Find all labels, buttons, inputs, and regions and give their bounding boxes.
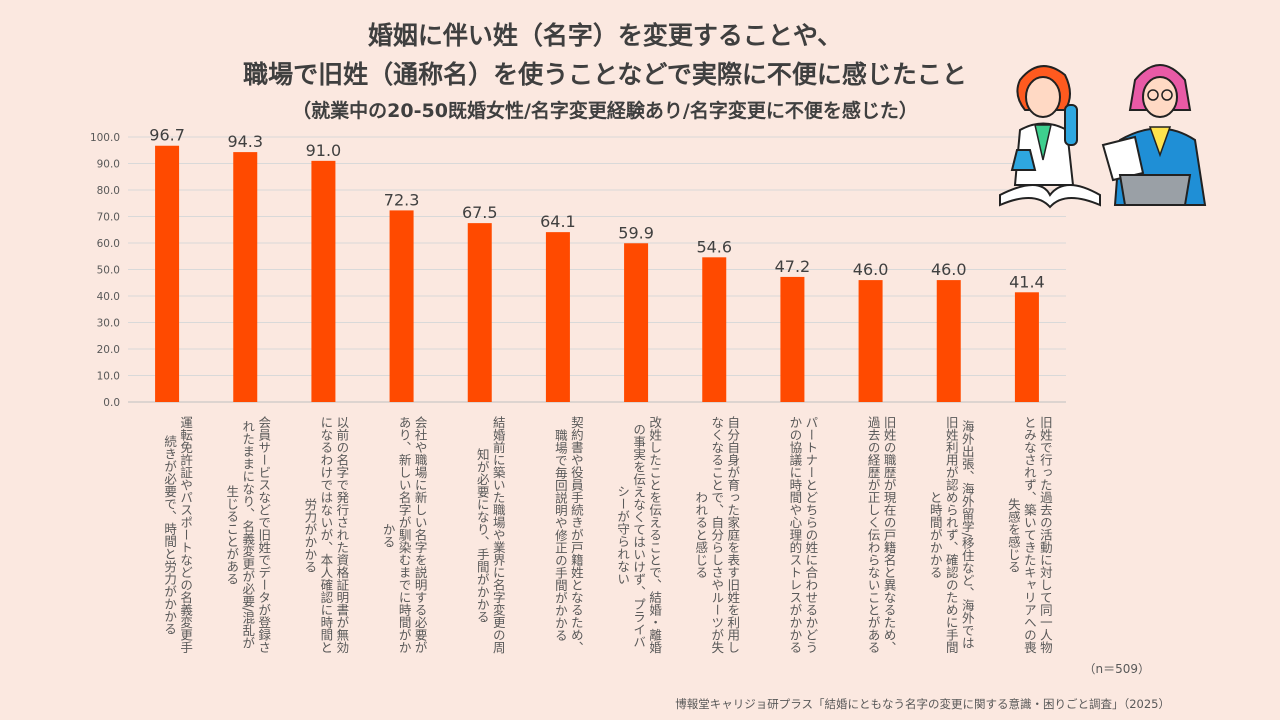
data-label: 54.6 — [696, 237, 732, 256]
data-label: 72.3 — [384, 190, 420, 209]
bar — [702, 257, 727, 402]
chart-title-line1: 婚姻に伴い姓（名字）を変更することや、 — [367, 21, 843, 50]
y-tick-label: 90.0 — [97, 159, 120, 171]
bar — [858, 280, 883, 402]
bar — [936, 280, 961, 402]
x-category-label: 旧姓で行った過去の活動に対して同一人物 とみなされず、築いてきたキャリアへの喪 … — [1005, 416, 1053, 654]
bar — [389, 210, 414, 402]
bar — [467, 223, 492, 402]
y-tick-label: 0.0 — [103, 397, 120, 409]
y-tick-label: 80.0 — [97, 185, 120, 197]
x-category-label: パートナーとどちらの姓に合わせるかどう かの協議に時間や心理的ストレスがかかる — [787, 416, 819, 654]
y-tick-label: 60.0 — [97, 238, 120, 250]
data-label: 96.7 — [149, 126, 185, 145]
women-illustration — [999, 64, 1207, 209]
data-label: 64.1 — [540, 212, 576, 231]
bar — [311, 160, 336, 402]
bar — [155, 145, 180, 402]
y-tick-label: 50.0 — [97, 265, 120, 277]
bar — [545, 232, 570, 402]
x-category-label: 自分自身が育った家庭を表す旧姓を利用し なくなることで、自分らしさやルーツが失 … — [693, 416, 741, 654]
data-label: 94.3 — [227, 132, 263, 151]
bar — [780, 276, 805, 402]
x-category-label: 運転免許証やパスポートなどの名義変更手 続きが必要で、時間と労力がかかる — [162, 416, 194, 654]
y-tick-label: 100.0 — [90, 132, 120, 144]
data-label: 91.0 — [306, 141, 342, 160]
data-label: 46.0 — [931, 260, 967, 279]
data-label: 67.5 — [462, 203, 498, 222]
y-tick-label: 20.0 — [97, 344, 120, 356]
source-note: 博報堂キャリジョ研プラス「結婚にともなう名字の変更に関する意識・困りごと調査」（… — [675, 697, 1170, 711]
y-tick-label: 30.0 — [97, 318, 120, 330]
data-label: 46.0 — [853, 260, 889, 279]
y-tick-label: 40.0 — [97, 291, 120, 303]
x-category-label: 旧姓の職歴が現在の戸籍名と異なるため、 過去の経歴が正しく伝わらないことがある — [865, 416, 897, 654]
sample-size: （n＝509） — [1083, 662, 1150, 676]
x-category-label: 会社や職場に新しい名字を説明する必要が あり、新しい名字が馴染むまでに時間がか … — [380, 416, 428, 654]
y-tick-label: 70.0 — [97, 212, 120, 224]
chart-title-line2: 職場で旧姓（通称名）を使うことなどで実際に不便に感じたこと — [243, 60, 967, 89]
data-label: 47.2 — [775, 257, 811, 276]
y-tick-label: 10.0 — [97, 371, 120, 383]
data-label: 41.4 — [1009, 272, 1045, 291]
office-worker-figure — [1101, 64, 1207, 206]
chart-subtitle: （就業中の20-50既婚女性/名字変更経験あり/名字変更に不便を感じた） — [292, 100, 918, 122]
bar — [233, 152, 258, 402]
x-category-label: 以前の名字で発行された資格証明書が無効 になるわけではないが、本人確認に時間と … — [302, 416, 350, 654]
bar — [624, 243, 649, 402]
data-label: 59.9 — [618, 223, 654, 242]
bar — [1014, 292, 1039, 402]
x-category-label: 会員サービスなどで旧姓でデータが登録さ れたままになり、名義変更が必要/混乱が … — [224, 416, 272, 654]
x-category-label: 契約書や役員手続きが戸籍姓となるため、 職場で毎回説明や修正の手間がかかる — [552, 416, 584, 654]
x-category-label: 海外出張、海外留学/移住など、海外では 旧姓利用が認められず、確認のために手間 … — [927, 416, 975, 654]
scientist-figure — [999, 65, 1101, 209]
x-category-label: 改姓したことを伝えることで、結婚・離婚 の事実を伝えなくてはいけず、プライバ シ… — [615, 416, 663, 654]
x-category-label: 結婚前に築いた職場や業界に名字変更の周 知が必要になり、手間がかかる — [474, 416, 506, 654]
